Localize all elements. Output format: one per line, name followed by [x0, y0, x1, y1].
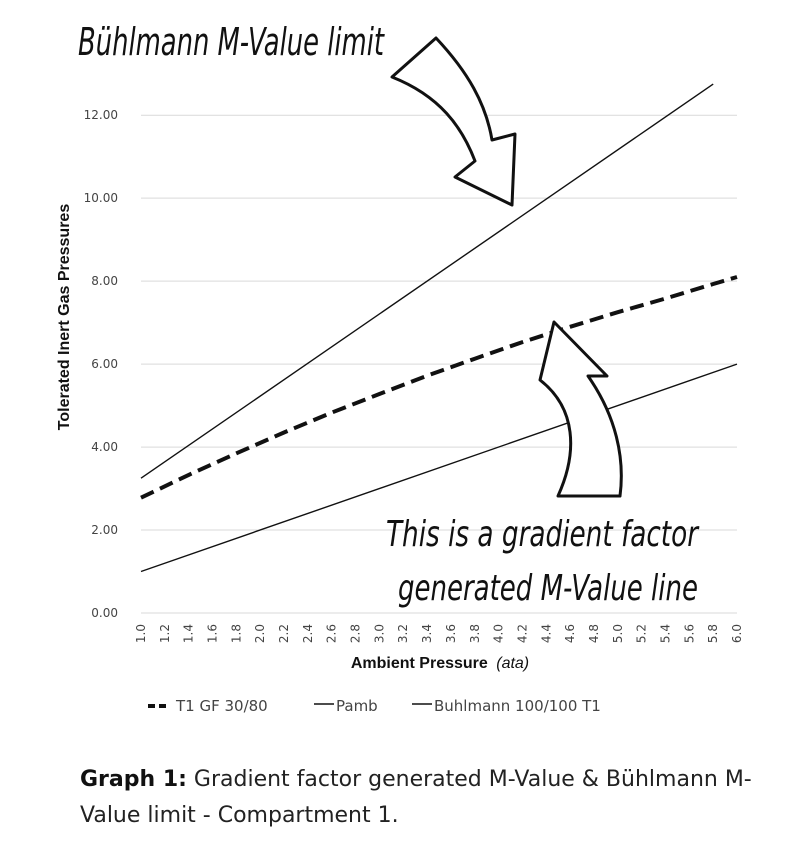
- x-tick-label: 5.0: [611, 624, 625, 643]
- y-tick-label: 8.00: [91, 274, 118, 288]
- series-line-2: [140, 83, 714, 479]
- annotation-top: Bühlmann M-Value limit: [78, 20, 385, 64]
- x-tick-label: 1.4: [182, 624, 196, 643]
- x-tick-label: 1.0: [134, 624, 148, 643]
- x-tick-label: 2.6: [325, 624, 339, 643]
- figure-caption: Graph 1: Gradient factor generated M-Val…: [80, 762, 760, 834]
- x-axis-title: Ambient Pressure (ata): [351, 655, 529, 672]
- x-tick-label: 1.6: [206, 624, 220, 643]
- x-tick-label: 4.6: [563, 624, 577, 643]
- x-tick-label: 1.2: [158, 624, 172, 643]
- y-axis-title: Tolerated Inert Gas Pressures: [56, 204, 73, 431]
- annotation-bottom-line1: This is a gradient factor: [386, 514, 699, 555]
- x-tick-label: 3.6: [444, 624, 458, 643]
- y-tick-label: 0.00: [91, 606, 118, 620]
- series-line-0: [140, 275, 738, 500]
- x-tick-label: 3.4: [420, 624, 434, 643]
- x-tick-label: 1.8: [229, 624, 243, 643]
- x-tick-label: 3.2: [396, 624, 410, 643]
- x-axis-title-unit: (ata): [496, 655, 529, 672]
- y-tick-label: 4.00: [91, 440, 118, 454]
- x-tick-label: 2.2: [277, 624, 291, 643]
- x-tick-label: 4.2: [515, 624, 529, 643]
- x-tick-label: 4.8: [587, 624, 601, 643]
- series-lines: [140, 83, 738, 573]
- x-tick-label: 4.4: [539, 624, 553, 643]
- y-tick-label: 12.00: [84, 108, 118, 122]
- caption-text: Gradient factor generated M-Value & Bühl…: [80, 767, 752, 828]
- x-tick-label: 4.0: [492, 624, 506, 643]
- x-tick-label: 5.2: [635, 624, 649, 643]
- x-tick-label: 5.8: [706, 624, 720, 643]
- x-tick-label: 3.0: [372, 624, 386, 643]
- y-tick-labels: 0.00 2.00 4.00 6.00 8.00 10.00 12.00: [84, 108, 118, 620]
- x-axis-title-main: Ambient Pressure: [351, 655, 488, 672]
- x-tick-label: 2.4: [301, 624, 315, 643]
- x-tick-label: 2.8: [349, 624, 363, 643]
- x-tick-label: 5.6: [682, 624, 696, 643]
- x-tick-label: 5.4: [658, 624, 672, 643]
- series-line-1: [140, 363, 738, 573]
- x-tick-labels: 1.0 1.2 1.4 1.6 1.8 2.0 2.2 2.4 2.6 2.8 3.0 3.2 3.4 3…: [134, 624, 744, 643]
- x-tick-label: 6.0: [730, 624, 744, 643]
- y-tick-label: 10.00: [84, 191, 118, 205]
- y-tick-label: 2.00: [91, 523, 118, 537]
- x-tick-label: 3.8: [468, 624, 482, 643]
- legend: T1 GF 30/80 Pamb Buhlmann 100/100 T1: [148, 697, 601, 715]
- grid: [141, 114, 737, 614]
- caption-label: Graph 1:: [80, 767, 187, 792]
- legend-label-pamb: Pamb: [336, 697, 378, 715]
- y-tick-label: 6.00: [91, 357, 118, 371]
- legend-label-buhlmann: Buhlmann 100/100 T1: [434, 697, 601, 715]
- annotation-bottom-line2: generated M-Value line: [398, 568, 698, 609]
- x-tick-label: 2.0: [253, 624, 267, 643]
- legend-label-gf: T1 GF 30/80: [175, 697, 268, 715]
- arrow-down-icon: [390, 36, 517, 207]
- arrow-up-icon: [538, 320, 623, 498]
